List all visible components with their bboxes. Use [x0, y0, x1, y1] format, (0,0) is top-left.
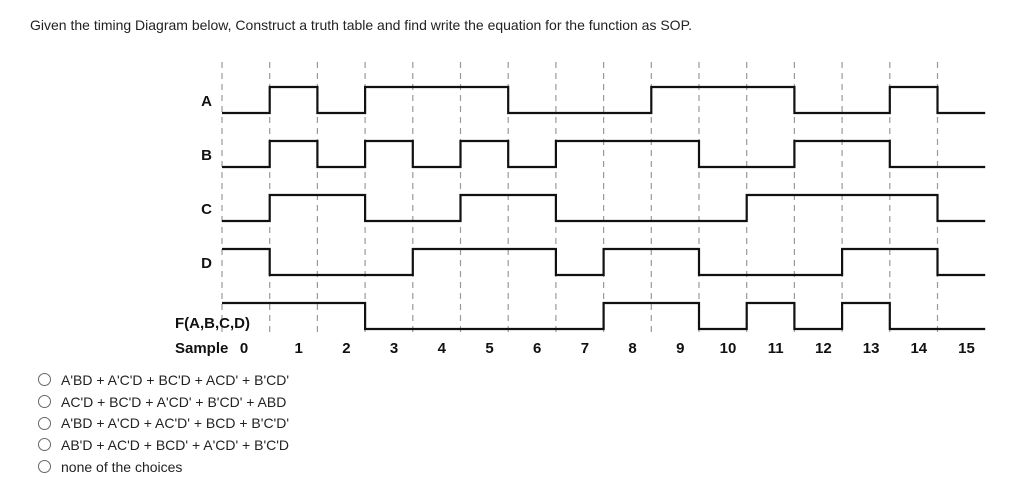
sample-number: 5 — [485, 340, 493, 357]
sample-number: 11 — [768, 340, 784, 357]
question-text: Given the timing Diagram below, Construc… — [30, 17, 692, 33]
sample-number: 6 — [533, 340, 541, 357]
choice-label: AB'D + AC'D + BCD' + A'CD' + B'C'D — [61, 436, 290, 453]
waveform-b — [222, 139, 986, 169]
sample-number: 9 — [676, 340, 684, 357]
sample-number: 10 — [720, 340, 737, 357]
waveform-d — [222, 247, 986, 277]
sample-number: 2 — [342, 340, 350, 357]
choice-1[interactable]: A'BD + A'C'D + BC'D + ACD' + B'CD' — [38, 369, 289, 391]
sample-number: 12 — [815, 340, 832, 357]
choice-2[interactable]: AC'D + BC'D + A'CD' + B'CD' + ABD — [38, 391, 289, 413]
choice-3[interactable]: A'BD + A'CD + AC'D' + BCD + B'C'D' — [38, 412, 289, 434]
radio-button[interactable] — [38, 438, 51, 452]
sample-number: 14 — [910, 340, 927, 357]
waveform-fabcd — [222, 301, 986, 331]
waveform-c — [222, 193, 986, 223]
signal-label: D — [201, 255, 212, 272]
choice-label: A'BD + A'C'D + BC'D + ACD' + B'CD' — [61, 371, 290, 388]
radio-button[interactable] — [38, 460, 51, 474]
choice-5[interactable]: none of the choices — [38, 456, 289, 478]
signal-label: C — [201, 201, 212, 218]
sample-number: 7 — [581, 340, 589, 357]
sample-number: 1 — [295, 340, 303, 357]
choice-4[interactable]: AB'D + AC'D + BCD' + A'CD' + B'C'D — [38, 434, 289, 456]
radio-button[interactable] — [38, 416, 51, 430]
answer-choices: A'BD + A'C'D + BC'D + ACD' + B'CD' AC'D … — [38, 369, 289, 477]
sample-number: 15 — [958, 340, 975, 357]
sample-number: 8 — [628, 340, 636, 357]
signal-label: A — [201, 93, 212, 110]
choice-label: A'BD + A'CD + AC'D' + BCD + B'C'D' — [61, 415, 290, 432]
sample-number: 13 — [863, 340, 880, 357]
sample-label: Sample — [175, 340, 228, 357]
radio-button[interactable] — [38, 373, 51, 387]
choice-label: none of the choices — [61, 458, 183, 475]
waveform-a — [222, 85, 986, 115]
sample-number: 3 — [390, 340, 398, 357]
radio-button[interactable] — [38, 395, 51, 409]
sample-number: 0 — [240, 340, 248, 357]
signal-label: F(A,B,C,D) — [175, 315, 250, 332]
sample-number: 4 — [438, 340, 447, 357]
choice-label: AC'D + BC'D + A'CD' + B'CD' + ABD — [61, 393, 287, 410]
signal-label: B — [201, 147, 212, 164]
